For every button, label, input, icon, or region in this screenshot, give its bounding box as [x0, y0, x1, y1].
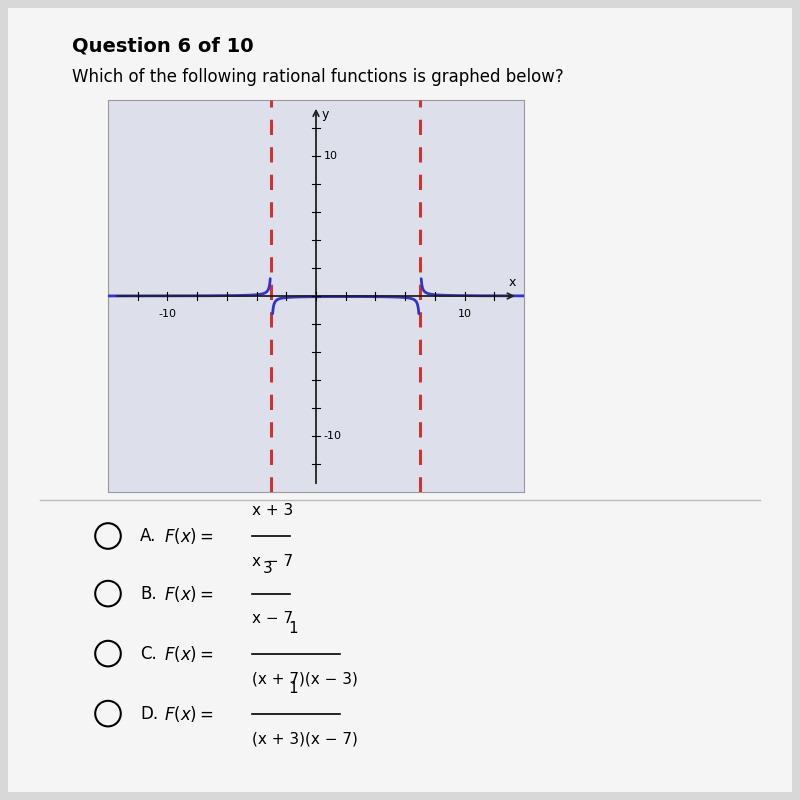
Text: (x + 3)(x − 7): (x + 3)(x − 7)	[252, 731, 358, 746]
Text: y: y	[321, 108, 329, 121]
Text: D.: D.	[140, 705, 158, 722]
Text: 10: 10	[323, 151, 338, 161]
Text: $\mathit{F}(x) =$: $\mathit{F}(x) =$	[164, 704, 214, 723]
Text: Which of the following rational functions is graphed below?: Which of the following rational function…	[72, 68, 564, 86]
Text: x − 7: x − 7	[252, 554, 293, 569]
Text: $\mathit{F}(x) =$: $\mathit{F}(x) =$	[164, 643, 214, 664]
Text: $\mathit{F}(x) =$: $\mathit{F}(x) =$	[164, 584, 214, 603]
Text: Question 6 of 10: Question 6 of 10	[72, 36, 254, 55]
Text: A.: A.	[140, 527, 156, 545]
Text: C.: C.	[140, 645, 157, 662]
Text: 3: 3	[263, 561, 273, 576]
Text: -10: -10	[323, 431, 342, 441]
Text: 1: 1	[288, 621, 298, 636]
Text: $\mathit{F}(x) =$: $\mathit{F}(x) =$	[164, 526, 214, 546]
Text: (x + 7)(x − 3): (x + 7)(x − 3)	[252, 671, 358, 686]
Text: -10: -10	[158, 309, 177, 318]
Text: 1: 1	[288, 681, 298, 696]
Text: x + 3: x + 3	[252, 503, 294, 518]
Text: B.: B.	[140, 585, 157, 602]
Text: x − 7: x − 7	[252, 611, 293, 626]
Text: 10: 10	[458, 309, 471, 318]
Text: x: x	[508, 276, 516, 289]
